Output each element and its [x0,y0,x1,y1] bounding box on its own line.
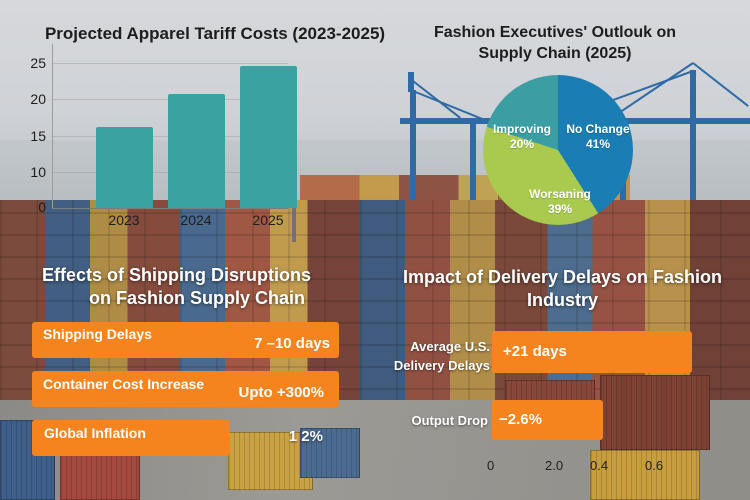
outlook-pie-chart [483,75,633,225]
pie-title-line-2: Supply Chain (2025) [478,45,632,62]
pie-chart-title: Fashion Executives' Outlouk on Supply Ch… [400,22,710,64]
container-red [60,455,140,500]
pie-label-improving: Improving 20% [492,122,551,151]
x-axis [52,208,288,209]
x-tick-label: 0 [487,458,495,473]
container-brown [600,375,710,450]
container-blue [0,420,55,500]
effect-bar-container-cost [32,371,339,407]
effect-bar-global-inflation [32,420,230,456]
impact-title-line-1: Impact of Delivery Delays on Fashion [402,267,723,287]
impact-title-line-2: Industry [526,290,598,310]
effect-value: 7 –10 days [254,335,330,352]
impact-bar-output-drop [492,400,603,440]
impact-bar-delivery-delays [492,331,692,373]
effect-value: Upto +300% [238,384,324,401]
bar-2023 [96,127,153,208]
y-tick-label: 25 [30,55,46,71]
y-tick-label: 20 [30,91,46,107]
x-tick-label: 0.6 [645,458,664,473]
x-tick-label: 2023 [108,212,140,228]
container-blue-2 [300,428,360,478]
pie-label-no-change: No Change 41% [566,122,630,151]
pie-label-worsening: Worsaning 39% [529,187,591,216]
impact-title: Impact of Delivery Delays on Fashion Ind… [395,266,730,312]
x-tick-label: 2024 [180,212,212,228]
x-tick-label: 2.0 [545,458,564,473]
impact-label-delivery-delays: Average U.S. Delivery Delays [393,339,490,373]
effects-title: Effects of Shipping Disruptions on Fashi… [20,264,320,310]
x-tick-label: 2025 [252,212,284,228]
effects-title-line-1: Effects of Shipping Disruptions [42,265,311,285]
container-yellow-2 [590,450,700,500]
y-tick-label: 0 [38,199,46,215]
light-pole [292,208,296,242]
effect-label: Global Inflation [44,425,146,441]
bar-chart-title: Projected Apparel Tariff Costs (2023-202… [44,24,386,43]
y-tick-label: 10 [30,164,46,180]
impact-value: +21 days [503,343,567,360]
bar-2025 [240,66,297,208]
impact-value: −2.6% [499,411,542,428]
impact-label-output-drop: Output Drop [411,413,488,428]
tariff-bar-chart: 25 20 15 10 0 2023 2024 2025 [0,40,300,240]
effect-label: Container Cost Increase [43,376,205,392]
y-axis [52,44,53,208]
effect-bar-shipping-delays [32,322,339,358]
effect-label: Shipping Delays [43,326,152,342]
bar-2024 [168,94,225,208]
effect-value: 1 2% [288,428,323,445]
y-tick-label: 15 [30,128,46,144]
container-yellow [228,432,313,490]
gridline [52,63,288,64]
effects-title-line-2: on Fashion Supply Chain [89,288,305,308]
pie-title-line-1: Fashion Executives' Outlouk on [433,24,677,41]
x-tick-label: 0.4 [590,458,609,473]
